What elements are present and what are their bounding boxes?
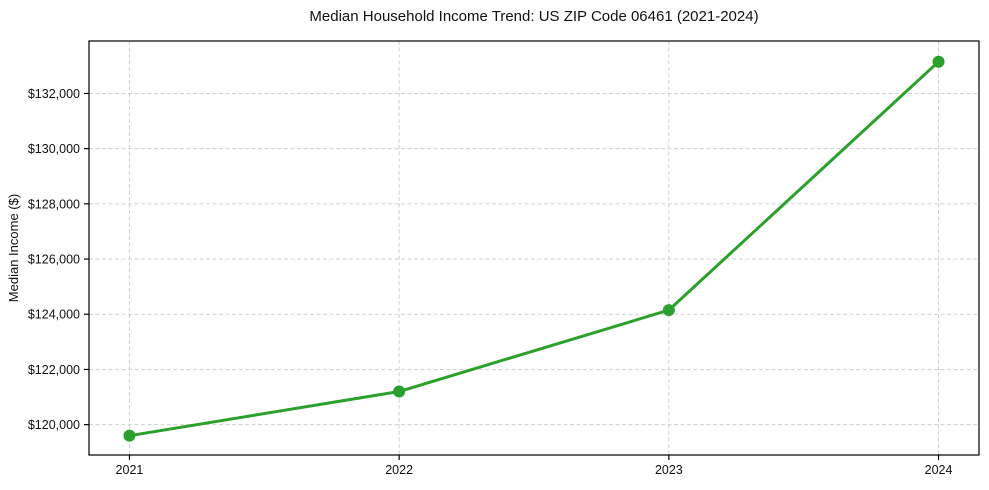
grid-layer bbox=[89, 41, 979, 455]
trend-line bbox=[127, 60, 941, 438]
x-tick-label-2021: 2021 bbox=[116, 463, 144, 477]
data-point-2023 bbox=[662, 304, 675, 317]
x-tick-label-2022: 2022 bbox=[385, 463, 413, 477]
y-tick-label-130000: $130,000 bbox=[28, 142, 80, 156]
y-tick-label-120000: $120,000 bbox=[28, 418, 80, 432]
x-tick-label-2023: 2023 bbox=[655, 463, 683, 477]
y-tick-label-132000: $132,000 bbox=[28, 87, 80, 101]
chart-title: Median Household Income Trend: US ZIP Co… bbox=[309, 8, 758, 25]
y-tick-label-122000: $122,000 bbox=[28, 363, 80, 377]
series-layer bbox=[123, 55, 945, 442]
y-tick-label-128000: $128,000 bbox=[28, 197, 80, 211]
y-tick-label-124000: $124,000 bbox=[28, 308, 80, 322]
tick-layer: 2021 2022 2023 2024 $120,000 $122,000 $124,000… bbox=[28, 87, 953, 477]
x-tick-label-2024: 2024 bbox=[925, 463, 953, 477]
y-axis-label: Median Income ($) bbox=[6, 194, 21, 302]
data-point-2021 bbox=[123, 429, 136, 442]
y-tick-label-126000: $126,000 bbox=[28, 253, 80, 267]
plot-border bbox=[88, 40, 980, 456]
data-point-2022 bbox=[393, 385, 406, 398]
data-point-2024 bbox=[932, 55, 945, 68]
